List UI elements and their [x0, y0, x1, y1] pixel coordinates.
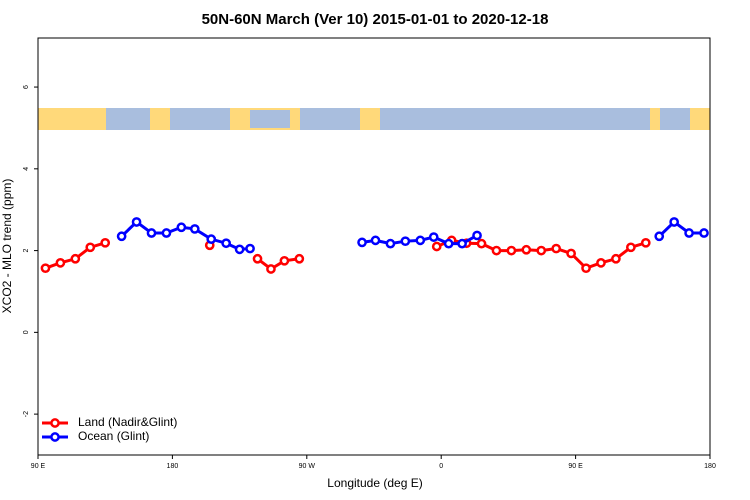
x-tick-label: 180: [704, 463, 716, 470]
data-point: [669, 217, 680, 227]
x-tick-label: 180: [167, 463, 179, 470]
data-point: [476, 238, 487, 249]
data-point: [385, 238, 396, 249]
data-point: [131, 217, 142, 227]
data-point: [234, 244, 245, 255]
data-point: [370, 235, 381, 246]
x-tick-label: 90 W: [299, 463, 316, 470]
data-point: [161, 228, 172, 238]
data-point: [400, 236, 411, 247]
data-point: [457, 238, 467, 249]
y-tick-label: -2: [23, 411, 30, 417]
data-point: [146, 228, 157, 238]
data-point: [221, 238, 232, 249]
data-point: [551, 243, 562, 254]
data-point: [252, 253, 263, 264]
data-point: [626, 242, 636, 253]
data-point: [491, 245, 502, 256]
data-point: [206, 234, 217, 244]
data-point: [55, 258, 66, 268]
data-point: [443, 238, 454, 249]
data-point: [611, 253, 621, 264]
legend-label: Land (Nadir&Glint): [78, 415, 177, 429]
data-point: [472, 230, 482, 241]
data-point: [357, 237, 367, 248]
y-axis-label: XCO2 - MLO trend (ppm): [0, 179, 14, 314]
x-tick-label: 0: [439, 463, 443, 470]
data-point: [684, 228, 694, 238]
map-strip: [38, 108, 710, 130]
y-tick-label: 6: [23, 85, 30, 89]
data-point: [85, 242, 96, 253]
data-point: [40, 263, 51, 274]
x-axis-label: Longitude (deg E): [327, 476, 422, 490]
data-point: [294, 253, 305, 264]
legend-marker: [50, 432, 60, 442]
data-point: [566, 248, 576, 259]
data-point: [100, 237, 111, 248]
x-tick-label: 90 E: [31, 463, 46, 470]
y-tick-label: 0: [23, 330, 30, 334]
plot-frame: [37, 37, 711, 456]
data-point: [596, 258, 606, 268]
data-point: [640, 237, 651, 248]
data-point: [279, 255, 290, 266]
legend-marker: [50, 418, 60, 428]
data-point: [654, 231, 665, 242]
data-point: [70, 253, 81, 264]
data-point: [521, 244, 532, 255]
data-point: [536, 245, 547, 256]
data-point: [266, 264, 276, 274]
data-point: [581, 263, 591, 274]
data-point: [415, 235, 426, 246]
data-point: [699, 228, 709, 238]
data-point: [245, 243, 255, 254]
data-point: [506, 245, 517, 256]
y-tick-label: 2: [23, 249, 30, 253]
data-point: [431, 241, 442, 252]
data-point: [428, 232, 439, 242]
x-tick-label: 90 E: [568, 463, 583, 470]
y-tick-label: 4: [23, 167, 30, 171]
legend-label: Ocean (Glint): [78, 429, 149, 443]
data-point: [176, 222, 187, 233]
data-point: [116, 231, 127, 242]
chart-title: 50N-60N March (Ver 10) 2015-01-01 to 202…: [202, 11, 549, 28]
data-point: [189, 224, 200, 234]
